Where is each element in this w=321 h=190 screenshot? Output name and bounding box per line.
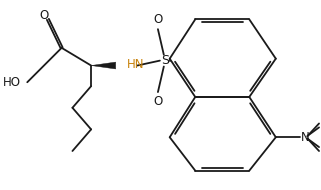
Text: HN: HN (126, 58, 144, 71)
Text: O: O (153, 95, 162, 108)
Text: S: S (161, 54, 169, 67)
Text: O: O (39, 9, 48, 22)
Text: N: N (301, 131, 310, 144)
Polygon shape (91, 62, 116, 69)
Text: HO: HO (2, 76, 21, 89)
Text: O: O (153, 13, 162, 26)
